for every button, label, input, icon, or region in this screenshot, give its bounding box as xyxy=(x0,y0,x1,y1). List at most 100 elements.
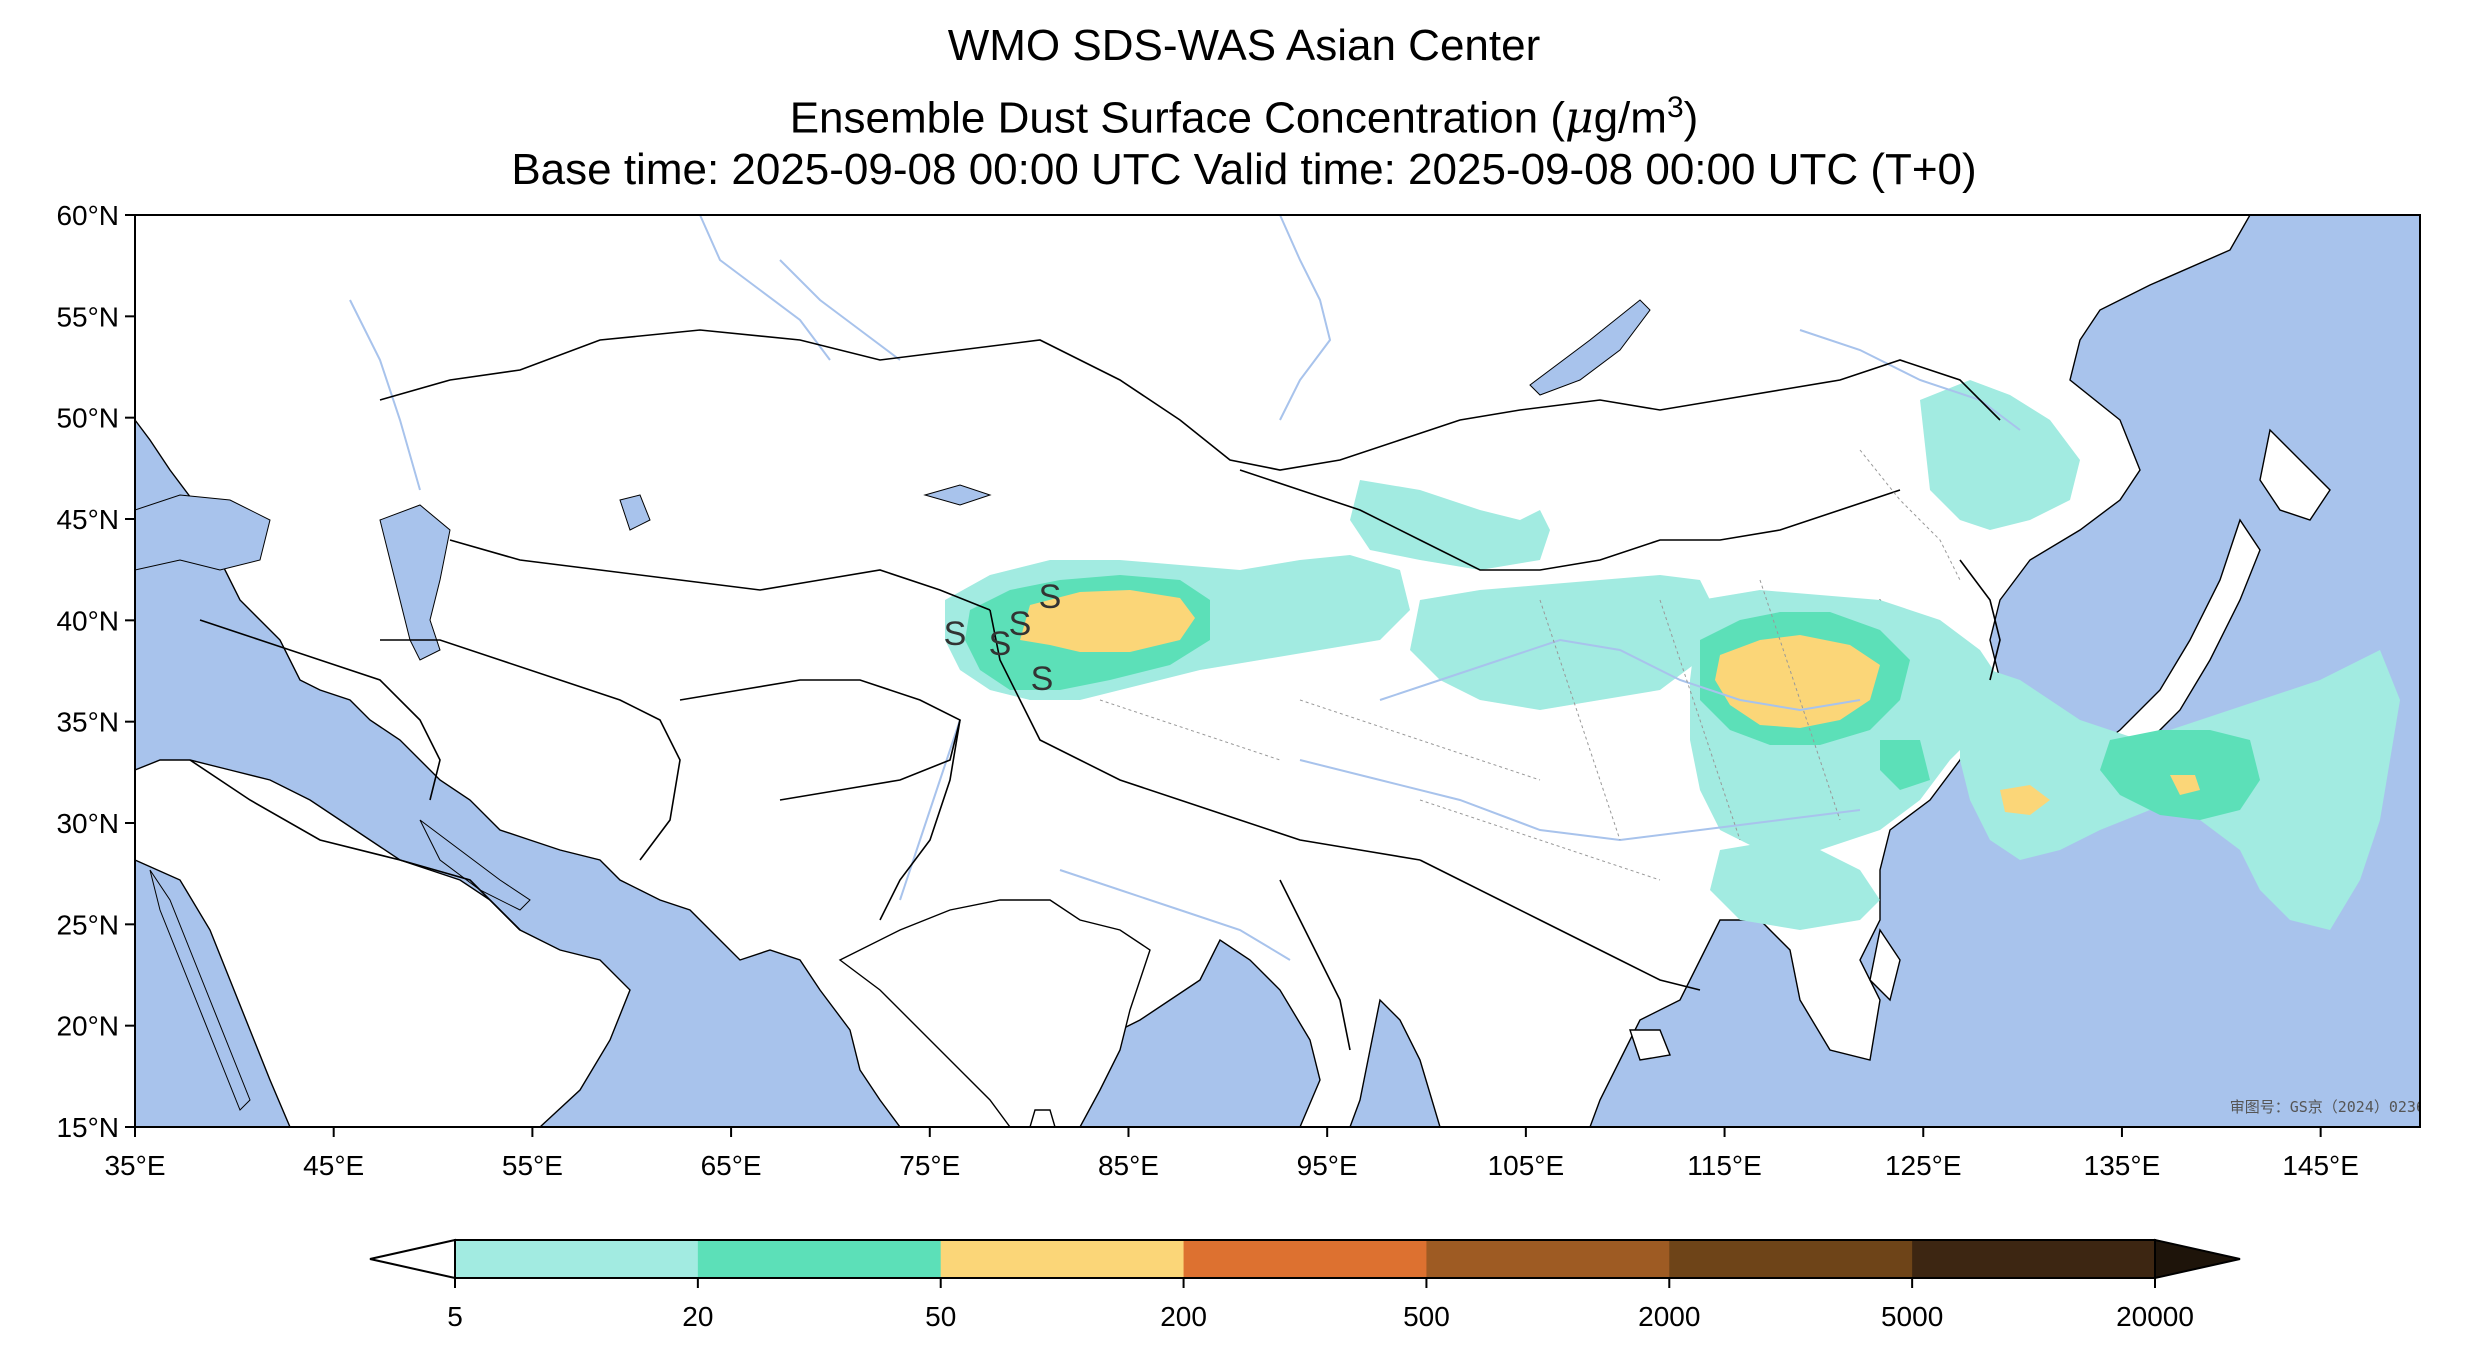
country-borders xyxy=(189,329,2001,1051)
province-line-7 xyxy=(1099,699,1281,761)
river-yenisei xyxy=(1279,215,1332,421)
border-kazakhstan-south xyxy=(449,539,991,611)
dust-south-china-5-20 xyxy=(1710,840,1880,930)
dust-yellow-sea-20-50 xyxy=(1880,740,1930,790)
border-korea xyxy=(1959,559,2001,681)
lon-tick-label: 45°E xyxy=(303,1150,364,1181)
colorbar-tick-label: 50 xyxy=(925,1301,956,1332)
border-myanmar xyxy=(1279,879,1351,1051)
unit-rest: g/m xyxy=(1593,93,1667,143)
border-china-south xyxy=(1419,859,1701,991)
persian-gulf xyxy=(419,819,531,911)
dust-taklimakan-50-200 xyxy=(1020,590,1195,652)
colorbar-segment xyxy=(455,1240,699,1278)
lat-tick-label: 50°N xyxy=(56,403,119,434)
lat-tick-label: 30°N xyxy=(56,808,119,839)
map-plot-area[interactable]: S S S S S 审图号：GS京（2024）0236号 xyxy=(135,215,2440,1127)
lat-tick-label: 45°N xyxy=(56,504,119,535)
plot-frame xyxy=(134,214,2421,1128)
dust-stations: S S S S S xyxy=(944,578,1062,698)
border-saudi xyxy=(189,759,521,931)
border-russia-kazakhstan xyxy=(379,329,2001,471)
dust-japan-east-50-200 xyxy=(2170,775,2200,795)
river-indus xyxy=(899,719,961,901)
title-line-2: Ensemble Dust Surface Concentration (μg/… xyxy=(0,82,2488,145)
unit-mu: μ xyxy=(1564,92,1594,144)
border-china-mongolia xyxy=(1239,469,1901,571)
province-line-3 xyxy=(1659,599,1741,841)
colorbar-tick-label: 500 xyxy=(1403,1301,1450,1332)
dust-concentration-contours xyxy=(945,380,2400,930)
sri-lanka xyxy=(1029,1109,1056,1127)
title-line-2-suffix: ) xyxy=(1683,93,1699,143)
river-amur xyxy=(1799,329,2021,431)
lake-balkhash xyxy=(923,484,992,506)
border-china-west xyxy=(989,609,1421,861)
station-marker: S xyxy=(1009,605,1032,643)
colorbar-tick-label: 200 xyxy=(1160,1301,1207,1332)
lon-tick-label: 35°E xyxy=(104,1150,165,1181)
colorbar-segment xyxy=(1426,1240,1670,1278)
longitude-axis: 35°E 45°E 55°E 65°E 75°E 85°E 95°E 105°E 115°E 12… xyxy=(104,1127,2359,1181)
river-yangtze xyxy=(1299,759,1861,842)
border-iran xyxy=(380,639,681,861)
lon-tick-label: 95°E xyxy=(1297,1150,1358,1181)
latitude-axis: 60°N 55°N 50°N 45°N 40°N 35°N 30°N 25°N 20°N 15°N xyxy=(56,200,135,1143)
border-pakistan-india xyxy=(879,719,961,921)
river-yellow xyxy=(1379,638,1861,712)
taiwan-island xyxy=(1869,928,1901,1002)
colorbar-segment xyxy=(1183,1240,1427,1278)
lat-tick-label: 55°N xyxy=(56,301,119,332)
province-borders xyxy=(1099,449,1961,881)
lon-tick-label: 105°E xyxy=(1488,1150,1565,1181)
border-afghanistan xyxy=(679,679,961,801)
lon-tick-label: 65°E xyxy=(701,1150,762,1181)
dust-inner-mongolia-5-20 xyxy=(1410,575,1720,710)
india-subcontinent xyxy=(838,899,1151,1127)
inland-water xyxy=(135,299,1901,1111)
lat-tick-label: 40°N xyxy=(56,605,119,636)
province-line-2 xyxy=(1539,599,1621,841)
station-marker: S xyxy=(1031,660,1054,698)
lat-tick-label: 25°N xyxy=(56,909,119,940)
colorbar-tick-label: 2000 xyxy=(1638,1301,1700,1332)
colorbar-segment xyxy=(697,1240,942,1278)
lake-baikal xyxy=(1529,299,1651,396)
river-ganges xyxy=(1059,869,1291,961)
dust-northeast-5-20 xyxy=(1920,380,2080,530)
province-line-1 xyxy=(1299,699,1541,781)
station-marker: S xyxy=(1039,578,1062,616)
lon-tick-label: 85°E xyxy=(1098,1150,1159,1181)
lat-tick-label: 20°N xyxy=(56,1011,119,1042)
dust-north-china-50-200 xyxy=(1715,635,1880,728)
black-sea xyxy=(135,494,271,571)
lon-tick-label: 125°E xyxy=(1885,1150,1962,1181)
station-marker: S xyxy=(989,625,1012,663)
station-marker: S xyxy=(944,615,967,653)
colorbar-segment xyxy=(1912,1240,2156,1278)
lon-tick-label: 135°E xyxy=(2084,1150,2161,1181)
colorbar-frame xyxy=(454,1239,2156,1279)
title-line-2-prefix: Ensemble Dust Surface Concentration ( xyxy=(789,93,1565,143)
province-line-4 xyxy=(1759,579,1841,821)
hainan-island xyxy=(1629,1029,1671,1061)
province-line-5 xyxy=(1419,799,1661,881)
title-line-3: Base time: 2025-09-08 00:00 UTC Valid ti… xyxy=(511,145,1977,194)
colorbar-tick-label: 20 xyxy=(682,1301,713,1332)
lon-tick-label: 115°E xyxy=(1687,1150,1762,1181)
border-turkey-iraq xyxy=(199,619,441,801)
lat-tick-label: 15°N xyxy=(56,1112,119,1143)
lon-tick-label: 75°E xyxy=(899,1150,960,1181)
province-line-6 xyxy=(1859,449,1961,581)
japan-hokkaido xyxy=(2259,428,2331,521)
lat-tick-label: 35°N xyxy=(56,707,119,738)
colorbar: 5 20 50 200 500 2000 5000 20000 xyxy=(369,1238,2241,1332)
lon-tick-label: 145°E xyxy=(2282,1150,2359,1181)
red-sea xyxy=(149,869,251,1111)
colorbar-tick-label: 5000 xyxy=(1881,1301,1943,1332)
lon-tick-label: 55°E xyxy=(502,1150,563,1181)
colorbar-under-arrow xyxy=(369,1238,456,1280)
caspian-sea xyxy=(379,504,451,661)
colorbar-segment xyxy=(1669,1240,1913,1278)
